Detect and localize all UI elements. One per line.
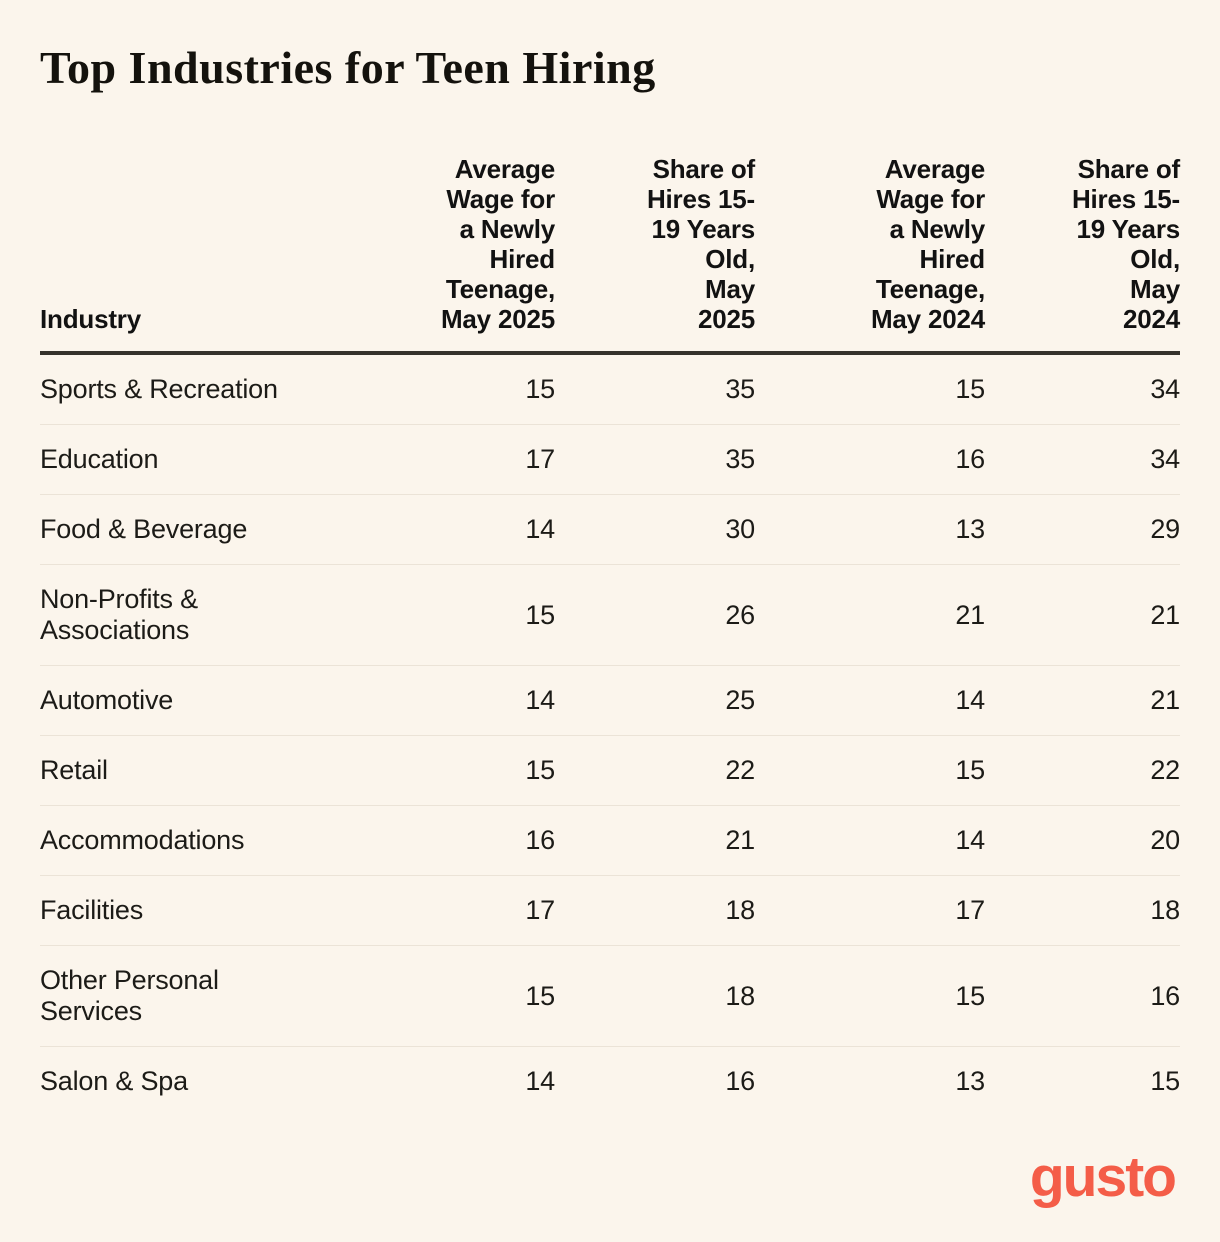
industry-cell: Accommodations xyxy=(40,805,360,876)
column-header-share-hires-may-2025: Share of Hires 15- 19 Years Old, May 202… xyxy=(555,154,755,355)
value-cell: 35 xyxy=(555,424,755,495)
value-cell: 17 xyxy=(360,424,555,495)
value-cell: 25 xyxy=(555,665,755,736)
value-cell: 26 xyxy=(555,564,755,666)
value-cell: 14 xyxy=(360,665,555,736)
value-cell: 15 xyxy=(360,353,555,425)
value-cell: 16 xyxy=(725,1066,755,1096)
value-cell: 20 xyxy=(985,805,1180,876)
value-cell: 29 xyxy=(985,494,1180,565)
value-cell: 15 xyxy=(755,735,985,806)
value-cell: 14 xyxy=(755,805,985,876)
value-cell: 34 xyxy=(985,353,1180,425)
value-cell: 21 xyxy=(555,805,755,876)
table-row: Accommodations 16 21 14 20 xyxy=(40,805,1180,876)
table-row: Salon & Spa 14 16 13 15 xyxy=(40,1047,1180,1117)
industry-cell: Education xyxy=(40,424,360,495)
header-row: Industry Average Wage for a Newly Hired … xyxy=(40,154,1180,355)
column-header-avg-wage-may-2024: Average Wage for a Newly Hired Teenage, … xyxy=(755,154,985,355)
table-row: Sports & Recreation 15 35 15 34 xyxy=(40,353,1180,425)
value-cell: 14 xyxy=(525,1066,555,1096)
value-cell: 18 xyxy=(555,875,755,946)
industry-cell: Food & Beverage xyxy=(40,494,360,565)
value-cell: 17 xyxy=(755,875,985,946)
gusto-logo: gusto xyxy=(1029,1145,1177,1209)
column-header-industry: Industry xyxy=(40,154,360,355)
value-cell: 21 xyxy=(985,564,1180,666)
table-row: Food & Beverage 14 30 13 29 xyxy=(40,494,1180,565)
table-row: Retail 15 22 15 22 xyxy=(40,735,1180,806)
industry-cell: Non-Profits & Associations xyxy=(40,564,360,666)
value-cell: 15 xyxy=(755,353,985,425)
industries-table: Industry Average Wage for a Newly Hired … xyxy=(40,154,1180,1116)
table-row: Facilities 17 18 17 18 xyxy=(40,875,1180,946)
value-cell: 35 xyxy=(555,353,755,425)
table-row: Automotive 14 25 14 21 xyxy=(40,665,1180,736)
value-cell: 16 xyxy=(985,945,1180,1047)
value-cell: 15 xyxy=(360,735,555,806)
column-header-share-hires-may-2024: Share of Hires 15- 19 Years Old, May 202… xyxy=(985,154,1180,355)
table-row: Other Personal Services 15 18 15 16 xyxy=(40,945,1180,1047)
value-cell: 14 xyxy=(360,494,555,565)
value-cell: 14 xyxy=(755,665,985,736)
value-cell: 15 xyxy=(360,945,555,1047)
value-cell: 30 xyxy=(555,494,755,565)
value-cell: 13 xyxy=(955,1066,985,1096)
industry-cell: Automotive xyxy=(40,665,360,736)
value-cell: 21 xyxy=(985,665,1180,736)
industry-cell: Retail xyxy=(40,735,360,806)
industry-cell: Sports & Recreation xyxy=(40,353,360,425)
value-cell: 18 xyxy=(985,875,1180,946)
industry-cell: Facilities xyxy=(40,875,360,946)
value-cell: 22 xyxy=(555,735,755,806)
value-cell: 15 xyxy=(1150,1066,1180,1096)
value-cell: 22 xyxy=(985,735,1180,806)
value-cell: 15 xyxy=(360,564,555,666)
industry-cell: Other Personal Services xyxy=(40,945,360,1047)
industry-cell: Salon & Spa xyxy=(40,1066,188,1096)
value-cell: 17 xyxy=(360,875,555,946)
page-title: Top Industries for Teen Hiring xyxy=(40,42,656,93)
value-cell: 16 xyxy=(755,424,985,495)
value-cell: 21 xyxy=(755,564,985,666)
value-cell: 34 xyxy=(985,424,1180,495)
value-cell: 16 xyxy=(360,805,555,876)
column-header-avg-wage-may-2025: Average Wage for a Newly Hired Teenage, … xyxy=(360,154,555,355)
value-cell: 18 xyxy=(555,945,755,1047)
table-row: Education 17 35 16 34 xyxy=(40,424,1180,495)
value-cell: 15 xyxy=(755,945,985,1047)
value-cell: 13 xyxy=(755,494,985,565)
table-row: Non-Profits & Associations 15 26 21 21 xyxy=(40,564,1180,666)
